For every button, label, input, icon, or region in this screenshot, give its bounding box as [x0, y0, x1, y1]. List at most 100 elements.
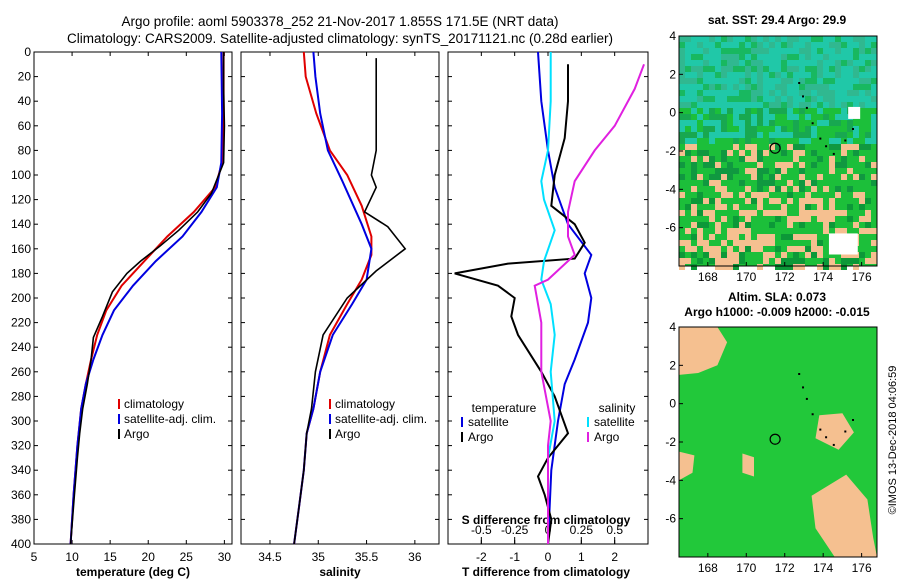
island-dot — [825, 145, 828, 148]
sst-cell — [769, 240, 775, 246]
sst-cell — [817, 90, 823, 96]
sst-cell — [697, 210, 703, 216]
sst-cell — [829, 138, 835, 144]
sst-cell — [805, 36, 811, 42]
island-dot — [802, 95, 805, 98]
sst-cell — [787, 108, 793, 114]
sst-cell — [721, 240, 727, 246]
sst-cell — [733, 72, 739, 78]
sst-cell — [847, 102, 853, 108]
sst-cell — [745, 78, 751, 84]
sst-cell — [715, 264, 721, 270]
sst-cell — [769, 72, 775, 78]
sla-map-xtick-label: 168 — [698, 561, 718, 575]
sst-cell — [691, 66, 697, 72]
sst-cell — [811, 90, 817, 96]
sst-cell — [817, 210, 823, 216]
sst-cell — [841, 114, 847, 120]
sst-cell — [727, 90, 733, 96]
sst-cell — [853, 54, 859, 60]
sst-cell — [745, 36, 751, 42]
salinity-xtick-label: 34.5 — [258, 550, 282, 564]
sst-cell — [823, 186, 829, 192]
sst-cell — [841, 90, 847, 96]
sst-cell — [751, 192, 757, 198]
sst-cell — [769, 180, 775, 186]
sst-cell — [745, 42, 751, 48]
sst-cell — [679, 174, 685, 180]
sst-cell — [679, 210, 685, 216]
sst-cell — [709, 36, 715, 42]
sst-cell — [721, 54, 727, 60]
sst-cell — [853, 132, 859, 138]
sst-cell — [763, 192, 769, 198]
sst-cell — [715, 168, 721, 174]
sst-cell — [733, 42, 739, 48]
sst-cell — [859, 198, 865, 204]
sst-cell — [703, 132, 709, 138]
sst-cell — [721, 36, 727, 42]
difference-legend-group-salinity: salinity — [599, 401, 636, 415]
sst-cell — [805, 234, 811, 240]
sst-cell — [757, 174, 763, 180]
sst-cell — [871, 180, 877, 186]
sst-cell — [859, 156, 865, 162]
sst-cell — [793, 144, 799, 150]
difference-legend-group-temperature: temperature — [472, 401, 537, 415]
sst-cell — [763, 168, 769, 174]
sst-cell — [793, 156, 799, 162]
ytick-label: 160 — [11, 242, 31, 256]
sst-cell — [739, 66, 745, 72]
sst-cell — [829, 42, 835, 48]
sst-cell — [679, 240, 685, 246]
sst-cell — [817, 174, 823, 180]
sst-cell — [835, 162, 841, 168]
sst-cell — [679, 264, 685, 270]
sst-cell — [859, 84, 865, 90]
sst-cell — [703, 84, 709, 90]
sla-map-argo-marker — [769, 433, 781, 445]
sst-cell — [823, 96, 829, 102]
sst-cell — [733, 96, 739, 102]
sst-cell — [799, 102, 805, 108]
sst-cell — [811, 66, 817, 72]
sst-cell — [811, 210, 817, 216]
sst-cell — [739, 210, 745, 216]
sst-cell — [841, 144, 847, 150]
temperature-xtick-label: 5 — [31, 550, 38, 564]
sst-cell — [811, 48, 817, 54]
sst-cell — [793, 186, 799, 192]
sst-cell — [823, 90, 829, 96]
sst-cell — [817, 96, 823, 102]
sst-cell — [799, 144, 805, 150]
sst-cell — [871, 90, 877, 96]
sst-cell — [757, 114, 763, 120]
sst-cell — [769, 66, 775, 72]
sst-cell — [757, 84, 763, 90]
sst-cell — [817, 102, 823, 108]
sst-cell — [757, 240, 763, 246]
salinity-axes-frame — [240, 51, 440, 545]
sst-cell — [733, 60, 739, 66]
sst-cell — [763, 84, 769, 90]
sst-cell — [871, 66, 877, 72]
sst-cell — [841, 84, 847, 90]
sst-cell — [685, 246, 691, 252]
sst-cell — [679, 78, 685, 84]
temperature-series-argo — [69, 52, 226, 545]
sst-cell — [787, 234, 793, 240]
sst-cell — [817, 84, 823, 90]
sst-cell — [865, 72, 871, 78]
sst-cell — [733, 54, 739, 60]
difference-legend-label: satellite — [594, 415, 635, 429]
ytick-label: 140 — [11, 217, 31, 231]
sst-cell — [691, 54, 697, 60]
sst-cell — [691, 144, 697, 150]
sst-cell — [715, 102, 721, 108]
sst-cell — [871, 96, 877, 102]
sst-cell — [709, 54, 715, 60]
sst-cell — [739, 252, 745, 258]
sst-cell — [799, 150, 805, 156]
sst-cell — [805, 72, 811, 78]
sst-cell — [757, 180, 763, 186]
